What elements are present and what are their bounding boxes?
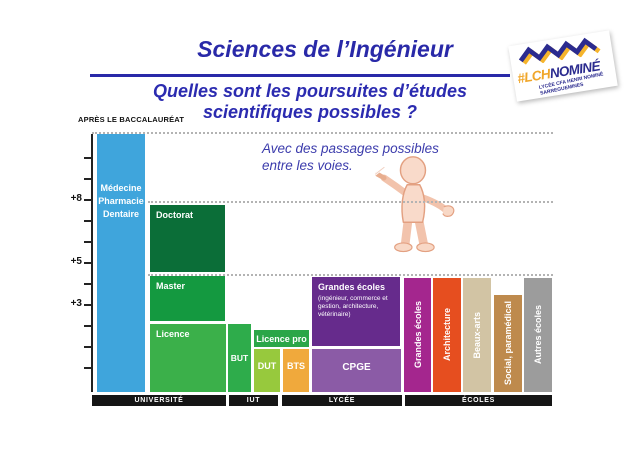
annotation-text: Avec des passages possibles entre les vo… xyxy=(262,140,439,174)
axis-tick xyxy=(84,262,92,264)
cartoon-person-illustration xyxy=(374,156,455,253)
block-licence: Licence xyxy=(150,324,226,392)
block-cpge: CPGE xyxy=(312,349,401,392)
axis-tick xyxy=(84,283,92,285)
block-sublabel: (ingénieur, commerce et gestion, archite… xyxy=(318,295,388,318)
bar-architecture: Architecture xyxy=(433,278,461,392)
dotted-line-plus8 xyxy=(148,201,553,203)
block-grandes-ecoles: Grandes écoles (ingénieur, commerce et g… xyxy=(312,277,400,346)
dotted-line-top xyxy=(92,132,553,134)
block-label: Licence xyxy=(156,329,190,339)
axis-tick xyxy=(84,157,92,159)
block-doctorat: Doctorat xyxy=(150,205,225,272)
bar-social-paramedical: Social, paramédical xyxy=(494,295,522,392)
annotation-line-1: Avec des passages possibles xyxy=(262,141,439,156)
block-label: Master xyxy=(156,281,186,291)
bar-label: Beaux-arts xyxy=(472,311,482,359)
subtitle-line-2: scientifiques possibles ? xyxy=(202,102,418,122)
school-badge: #LCHNOMINÉ LYCÉE CFA HENRI NOMINÉ SARREG… xyxy=(508,30,618,102)
axis-tick xyxy=(84,241,92,243)
y-axis-label-plus8: +8 xyxy=(70,193,82,204)
block-label: CPGE xyxy=(342,362,371,373)
y-axis-label-plus5: +5 xyxy=(70,256,82,267)
bar-label: Grandes écoles xyxy=(412,301,423,369)
title-underline xyxy=(90,74,510,77)
axis-tick xyxy=(84,178,92,180)
block-label: Médecine Pharmacie Dentaire xyxy=(98,183,144,219)
block-licence-pro: Licence pro xyxy=(254,330,309,347)
axis-tick xyxy=(84,304,92,306)
bar-label: Architecture xyxy=(442,308,452,362)
axis-tick xyxy=(84,346,92,348)
block-bts: BTS xyxy=(283,349,309,392)
block-label: BUT xyxy=(230,353,249,363)
axis-tick xyxy=(84,325,92,327)
sector-iut: IUT xyxy=(229,395,278,406)
block-medecine-pharmacie-dentaire: Médecine Pharmacie Dentaire xyxy=(97,134,145,392)
zigzag-icon xyxy=(518,37,601,65)
block-dut: DUT xyxy=(254,349,280,392)
block-label: Grandes écoles xyxy=(318,282,386,292)
bar-autres-ecoles: Autres écoles xyxy=(524,278,552,392)
slide-subtitle: Quelles sont les poursuites d’études sci… xyxy=(80,81,540,123)
bar-label: Autres écoles xyxy=(533,305,543,365)
block-label: Doctorat xyxy=(156,210,194,220)
axis-caption: APRÈS LE BACCALAURÉAT xyxy=(78,115,185,124)
dotted-line-plus5 xyxy=(148,274,553,276)
block-label: BTS xyxy=(287,360,305,371)
sector-lycee: LYCÉE xyxy=(282,395,402,406)
page-title: Sciences de l’Ingénieur xyxy=(197,36,453,62)
sector-universite: UNIVERSITÉ xyxy=(92,395,226,406)
bar-label: Social, paramédical xyxy=(503,301,513,386)
y-axis-line xyxy=(91,134,93,392)
subtitle-line-1: Quelles sont les poursuites d’études xyxy=(152,81,468,101)
axis-tick xyxy=(84,220,92,222)
block-but: BUT xyxy=(228,324,251,392)
block-label: DUT xyxy=(257,360,277,371)
sector-ecoles: ÉCOLES xyxy=(405,395,552,406)
bar-beaux-arts: Beaux-arts xyxy=(463,278,491,392)
block-master: Master xyxy=(150,276,225,321)
bar-grandes-ecoles: Grandes écoles xyxy=(404,278,431,392)
annotation-line-2: entre les voies. xyxy=(262,158,353,173)
block-label: Licence pro xyxy=(256,333,307,344)
y-axis-label-plus3: +3 xyxy=(70,298,82,309)
axis-tick xyxy=(84,367,92,369)
axis-tick xyxy=(84,199,92,201)
